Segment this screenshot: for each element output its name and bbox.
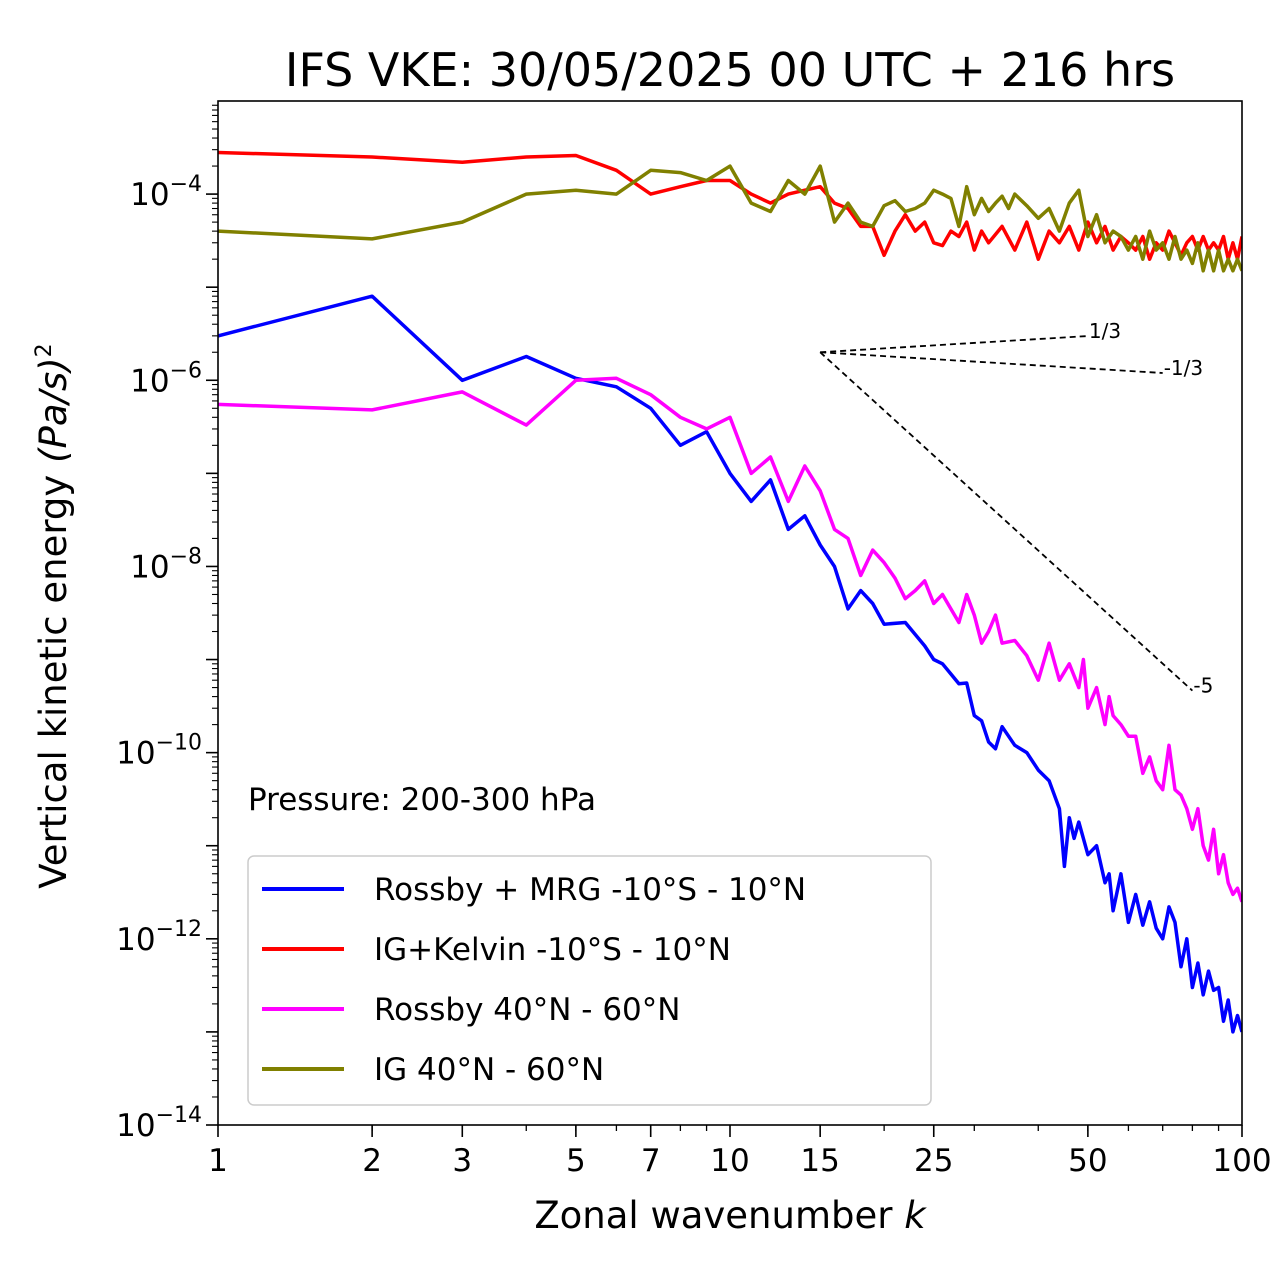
series-line-4 [218, 164, 1242, 273]
y-tick-label: 10−12 [116, 917, 202, 958]
legend-frame [247, 855, 932, 1106]
y-axis: 10−14 10−12 10−10 10−8 10−6 10−4 [116, 104, 218, 1144]
slope-reference-lines: 1/3 -1/3 -5 [819, 319, 1213, 698]
x-axis: 1 2 3 5 7 10 15 25 50 100 [208, 1125, 1272, 1179]
x-tick-label: 3 [452, 1143, 472, 1179]
legend-label-4: IG 40°N - 60°N [374, 1052, 604, 1088]
y-axis-label: Vertical kinetic energy (Pa/s)2 [32, 343, 75, 888]
y-tick-label: 10−6 [130, 358, 202, 399]
series-layer [218, 150, 1242, 1034]
x-tick-label: 15 [800, 1143, 839, 1179]
legend-label-1: Rossby + MRG -10°S - 10°N [374, 872, 806, 908]
y-tick-label: 10−14 [116, 1103, 202, 1144]
plot-area: 1/3 -1/3 -5 [217, 100, 1243, 1126]
slope-label-1: 1/3 [1089, 319, 1121, 343]
x-tick-label: 5 [566, 1143, 586, 1179]
y-tick-label: 10−4 [130, 172, 202, 213]
legend-label-3: Rossby 40°N - 60°N [374, 992, 680, 1028]
x-tick-label: 50 [1068, 1143, 1107, 1179]
series-line-2 [218, 150, 1242, 261]
y-tick-label: 10−8 [130, 544, 202, 585]
series-line-3 [218, 376, 1242, 903]
x-tick-label: 10 [710, 1143, 749, 1179]
x-tick-label: 2 [362, 1143, 382, 1179]
slope-line-2 [820, 351, 1163, 374]
x-axis-label: Zonal wavenumber k [534, 1194, 927, 1237]
slope-label-3: -5 [1193, 674, 1213, 698]
chart-title: IFS VKE: 30/05/2025 00 UTC + 216 hrs [285, 43, 1175, 97]
slope-label-2: -1/3 [1164, 356, 1203, 380]
slope-line-3 [819, 351, 1193, 692]
x-tick-label: 25 [914, 1143, 953, 1179]
x-tick-label: 7 [641, 1143, 661, 1179]
x-tick-label: 1 [208, 1143, 228, 1179]
legend: Rossby + MRG -10°S - 10°N IG+Kelvin -10°S… [247, 855, 932, 1106]
y-tick-label: 10−10 [116, 731, 202, 772]
x-tick-label: 100 [1212, 1143, 1271, 1179]
slope-line-1 [820, 335, 1088, 354]
pressure-annotation: Pressure: 200-300 hPa [248, 782, 596, 818]
series-line-1 [218, 294, 1242, 1034]
legend-label-2: IG+Kelvin -10°S - 10°N [374, 932, 731, 968]
